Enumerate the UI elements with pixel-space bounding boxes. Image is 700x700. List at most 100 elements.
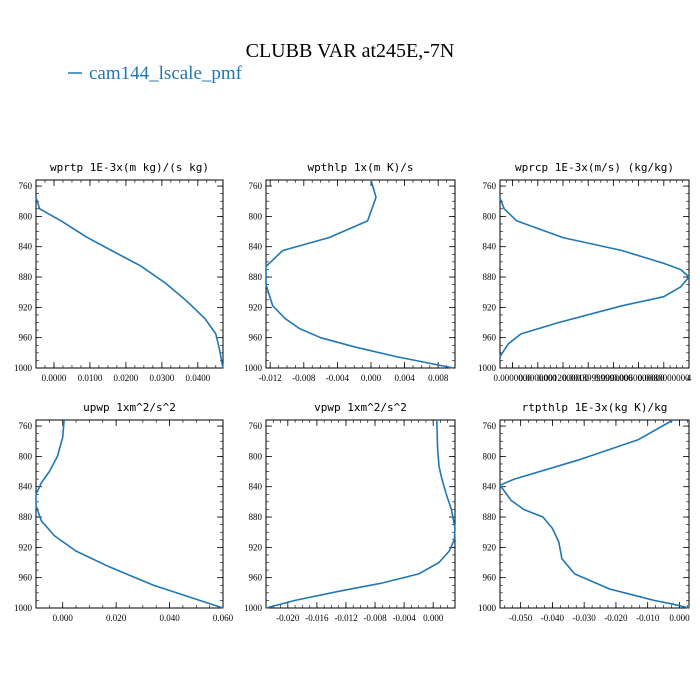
x-tick-label: 0.040 [159, 613, 180, 623]
panel-6: rtpthlp 1E-3x(kg K)/kg 760 800 840 880 920 960… [478, 401, 690, 623]
legend-label: cam144_lscale_pmf [89, 63, 243, 84]
panel-3: wprcp 1E-3x(m/s) (kg/kg) 760 800 840 880 920 9… [478, 161, 692, 383]
y-tick-label: 800 [249, 451, 263, 461]
panel-4: upwp 1xm^2/s^2 760 800 840 880 920 960 1000 0.00… [14, 401, 234, 623]
x-tick-label: 0.0200 [114, 373, 139, 383]
x-tick-label: 0.0013999999 [562, 373, 614, 383]
x-tick-label: -0.020 [604, 613, 628, 623]
y-tick-label: 1000 [478, 363, 497, 373]
y-tick-label: 960 [249, 333, 263, 343]
x-tick-label: 0.0060000000 [613, 373, 665, 383]
y-tick-label: 1000 [478, 603, 497, 613]
panel-1: wprtp 1E-3x(m kg)/(s kg) 760 800 840 880 920 9… [14, 161, 224, 383]
figure-title: CLUBB VAR at245E,-7N [246, 40, 455, 62]
x-tick-label: 0.0000000 [519, 373, 558, 383]
plot-frame [265, 419, 456, 609]
x-tick-label: -0.010 [636, 613, 660, 623]
y-tick-label: 920 [19, 542, 33, 552]
x-tick-label: 0.0400 [185, 373, 210, 383]
y-tick-label: 960 [19, 573, 33, 583]
x-tick-label: 0.000 [669, 613, 690, 623]
x-tick-label: -0.012 [334, 613, 357, 623]
y-tick-label: 760 [249, 421, 263, 431]
x-tick-label: -0.040 [541, 613, 565, 623]
y-tick-label: 960 [19, 333, 33, 343]
y-tick-label: 1000 [14, 363, 33, 373]
y-tick-label: 840 [483, 242, 497, 252]
panel-grid: wprtp 1E-3x(m kg)/(s kg) 760 800 840 880 920 9… [14, 161, 692, 623]
y-tick-label: 1000 [14, 603, 33, 613]
x-tick-label: -0.008 [363, 613, 387, 623]
series-line [499, 197, 690, 358]
panel-title: wprcp 1E-3x(m/s) (kg/kg) [515, 161, 674, 174]
x-tick-label: 0.060 [213, 613, 234, 623]
x-tick-label: -0.050 [509, 613, 533, 623]
x-tick-label: 0.0000000 [594, 373, 633, 383]
x-tick-label: 0.000 [53, 613, 74, 623]
y-tick-label: 920 [483, 302, 497, 312]
y-tick-label: 960 [483, 573, 497, 583]
x-tick-label: 0.0000000 [493, 373, 532, 383]
y-tick-label: 800 [249, 211, 263, 221]
x-tick-label: 0.008 [428, 373, 449, 383]
x-tick-label: 0.0000 [42, 373, 67, 383]
x-tick-label: 0.000 [361, 373, 382, 383]
series-line [35, 197, 224, 369]
y-tick-label: 920 [249, 302, 263, 312]
y-tick-label: 760 [483, 421, 497, 431]
y-tick-label: 760 [19, 181, 33, 191]
y-tick-label: 960 [249, 573, 263, 583]
x-tick-label: 0.0080000000 [638, 373, 690, 383]
series-line [265, 419, 456, 609]
x-tick-label: 0.020 [106, 613, 127, 623]
y-tick-label: 920 [483, 542, 497, 552]
y-tick-label: 920 [249, 542, 263, 552]
y-tick-label: 840 [19, 242, 33, 252]
plot-frame [499, 179, 690, 369]
y-tick-label: 1000 [244, 603, 263, 613]
panel-title: wprtp 1E-3x(m kg)/(s kg) [50, 161, 209, 174]
y-tick-label: 840 [19, 482, 33, 492]
y-tick-label: 840 [249, 242, 263, 252]
x-tick-label: -0.004 [326, 373, 350, 383]
y-tick-label: 880 [19, 512, 33, 522]
y-tick-label: 800 [19, 451, 33, 461]
panel-5: vpwp 1xm^2/s^2 760 800 840 880 920 960 1000 -0.0… [244, 401, 456, 623]
panel-title: upwp 1xm^2/s^2 [83, 401, 176, 414]
plot-frame [35, 419, 224, 609]
x-tick-label: 0.0012000000 [537, 373, 589, 383]
y-tick-label: 1000 [244, 363, 263, 373]
y-tick-label: 880 [483, 512, 497, 522]
y-tick-label: 800 [483, 211, 497, 221]
y-tick-label: 760 [249, 181, 263, 191]
x-tick-label: -0.020 [276, 613, 300, 623]
x-tick-label: 0.0300 [149, 373, 174, 383]
panel-title: vpwp 1xm^2/s^2 [314, 401, 407, 414]
x-tick-label: 0.004 [394, 373, 415, 383]
y-tick-label: 760 [483, 181, 497, 191]
y-tick-label: 840 [249, 482, 263, 492]
x-tick-label: 0.0100 [78, 373, 103, 383]
y-tick-label: 800 [19, 211, 33, 221]
x-tick-label: -0.016 [305, 613, 329, 623]
series-line [499, 419, 690, 609]
y-tick-label: 960 [483, 333, 497, 343]
panel-2: wpthlp 1x(m K)/s7608008408809209601000-0… [244, 161, 456, 383]
y-tick-label: 880 [249, 512, 263, 522]
x-tick-label: -0.012 [259, 373, 282, 383]
y-tick-label: 880 [483, 272, 497, 282]
x-tick-label: -0.004 [392, 613, 416, 623]
series-line [265, 179, 454, 369]
plot-frame [35, 179, 224, 369]
y-tick-label: 840 [483, 482, 497, 492]
panel-title: rtpthlp 1E-3x(kg K)/kg [522, 401, 668, 414]
y-tick-label: 920 [19, 302, 33, 312]
x-tick-label: -0.008 [292, 373, 316, 383]
plot-frame [499, 419, 690, 609]
plot-frame [265, 179, 456, 369]
y-tick-label: 880 [249, 272, 263, 282]
y-tick-label: 760 [19, 421, 33, 431]
y-tick-label: 880 [19, 272, 33, 282]
panel-title: wpthlp 1x(m K)/s [308, 161, 414, 174]
